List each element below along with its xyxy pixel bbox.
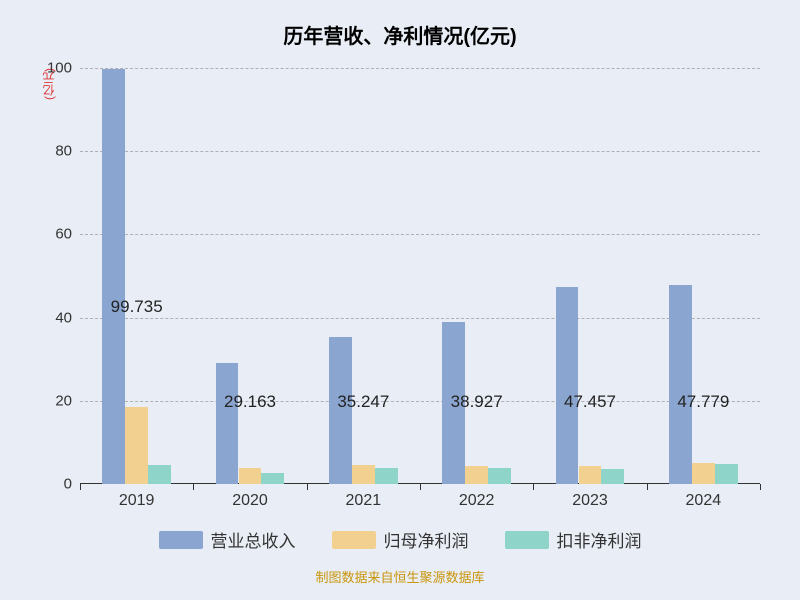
chart-footer: 制图数据来自恒生聚源数据库 <box>0 567 800 586</box>
bar <box>488 468 511 484</box>
grid-line <box>80 151 760 152</box>
data-label: 35.247 <box>337 392 389 412</box>
bar <box>375 468 398 484</box>
data-label: 99.735 <box>111 297 163 317</box>
bar <box>102 69 125 484</box>
data-label: 38.927 <box>451 392 503 412</box>
legend: 营业总收入 归母净利润 扣非净利润 <box>0 527 800 552</box>
bar <box>692 463 715 484</box>
y-tick-label: 20 <box>55 392 80 409</box>
x-tick-mark <box>193 484 194 490</box>
x-tick-label: 2020 <box>232 492 268 510</box>
x-tick-mark <box>533 484 534 490</box>
x-tick-label: 2024 <box>686 492 722 510</box>
x-tick-mark <box>760 484 761 490</box>
legend-item: 归母净利润 <box>332 527 469 552</box>
grid-line <box>80 234 760 235</box>
legend-label: 营业总收入 <box>211 527 296 552</box>
legend-swatch <box>332 531 376 549</box>
legend-item: 营业总收入 <box>159 527 296 552</box>
legend-label: 扣非净利润 <box>557 527 642 552</box>
x-tick-label: 2022 <box>459 492 495 510</box>
legend-swatch <box>505 531 549 549</box>
grid-line <box>80 318 760 319</box>
bar <box>239 468 262 484</box>
y-tick-label: 80 <box>55 143 80 160</box>
bar <box>465 466 488 484</box>
bar <box>125 407 148 484</box>
grid-line <box>80 401 760 402</box>
legend-swatch <box>159 531 203 549</box>
x-tick-label: 2021 <box>346 492 382 510</box>
bar <box>352 465 375 484</box>
bar <box>601 469 624 484</box>
x-tick-label: 2019 <box>119 492 155 510</box>
x-tick-mark <box>80 484 81 490</box>
legend-label: 归母净利润 <box>384 527 469 552</box>
bar <box>669 285 692 484</box>
y-tick-label: 100 <box>47 60 80 77</box>
bar <box>556 287 579 484</box>
chart-title: 历年营收、净利情况(亿元) <box>0 0 800 49</box>
bar <box>579 466 602 484</box>
x-tick-label: 2023 <box>572 492 608 510</box>
x-tick-mark <box>307 484 308 490</box>
grid-line <box>80 68 760 69</box>
x-tick-mark <box>420 484 421 490</box>
bar <box>148 465 171 484</box>
data-label: 29.163 <box>224 392 276 412</box>
bar <box>261 473 284 484</box>
legend-item: 扣非净利润 <box>505 527 642 552</box>
data-label: 47.779 <box>677 392 729 412</box>
y-tick-label: 0 <box>64 476 80 493</box>
data-label: 47.457 <box>564 392 616 412</box>
x-tick-mark <box>647 484 648 490</box>
plot-area: 020406080100201999.735202029.163202135.2… <box>80 68 760 484</box>
y-tick-label: 40 <box>55 309 80 326</box>
y-tick-label: 60 <box>55 226 80 243</box>
bar <box>216 363 239 484</box>
bar <box>715 464 738 484</box>
